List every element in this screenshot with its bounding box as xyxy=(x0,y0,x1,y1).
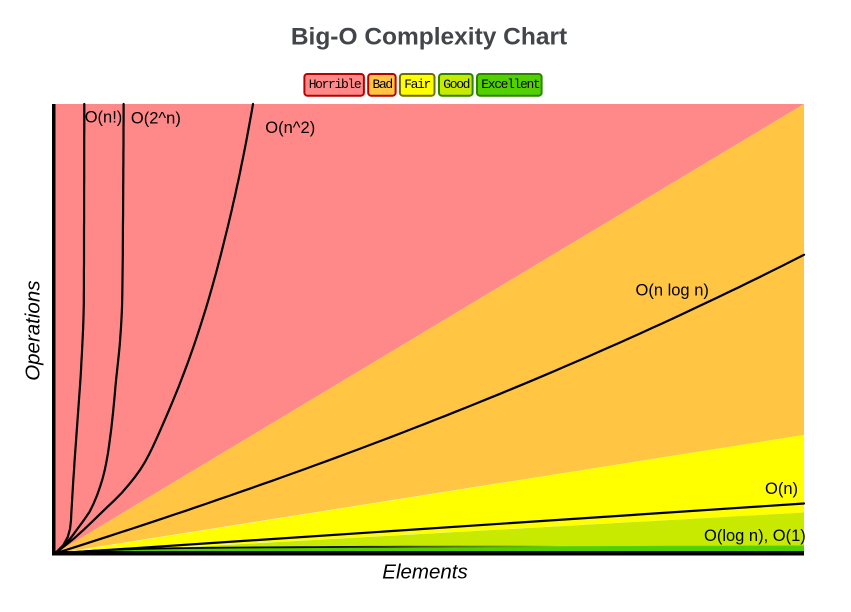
svg-text:Good: Good xyxy=(443,77,469,92)
svg-text:O(n log n): O(n log n) xyxy=(636,282,709,300)
svg-text:O(n!): O(n!) xyxy=(85,109,123,127)
svg-text:O(n): O(n) xyxy=(765,480,798,498)
svg-text:O(log n), O(1): O(log n), O(1) xyxy=(704,527,806,545)
svg-text:O(2^n): O(2^n) xyxy=(131,109,181,127)
svg-text:Excellent: Excellent xyxy=(481,77,540,92)
svg-text:O(n^2): O(n^2) xyxy=(265,119,315,137)
svg-text:Bad: Bad xyxy=(373,77,393,92)
svg-text:Horrible: Horrible xyxy=(309,77,361,92)
svg-text:Elements: Elements xyxy=(382,561,467,584)
svg-text:Fair: Fair xyxy=(404,77,430,92)
svg-text:Operations: Operations xyxy=(21,281,44,381)
svg-text:Big-O Complexity Chart: Big-O Complexity Chart xyxy=(291,24,567,51)
